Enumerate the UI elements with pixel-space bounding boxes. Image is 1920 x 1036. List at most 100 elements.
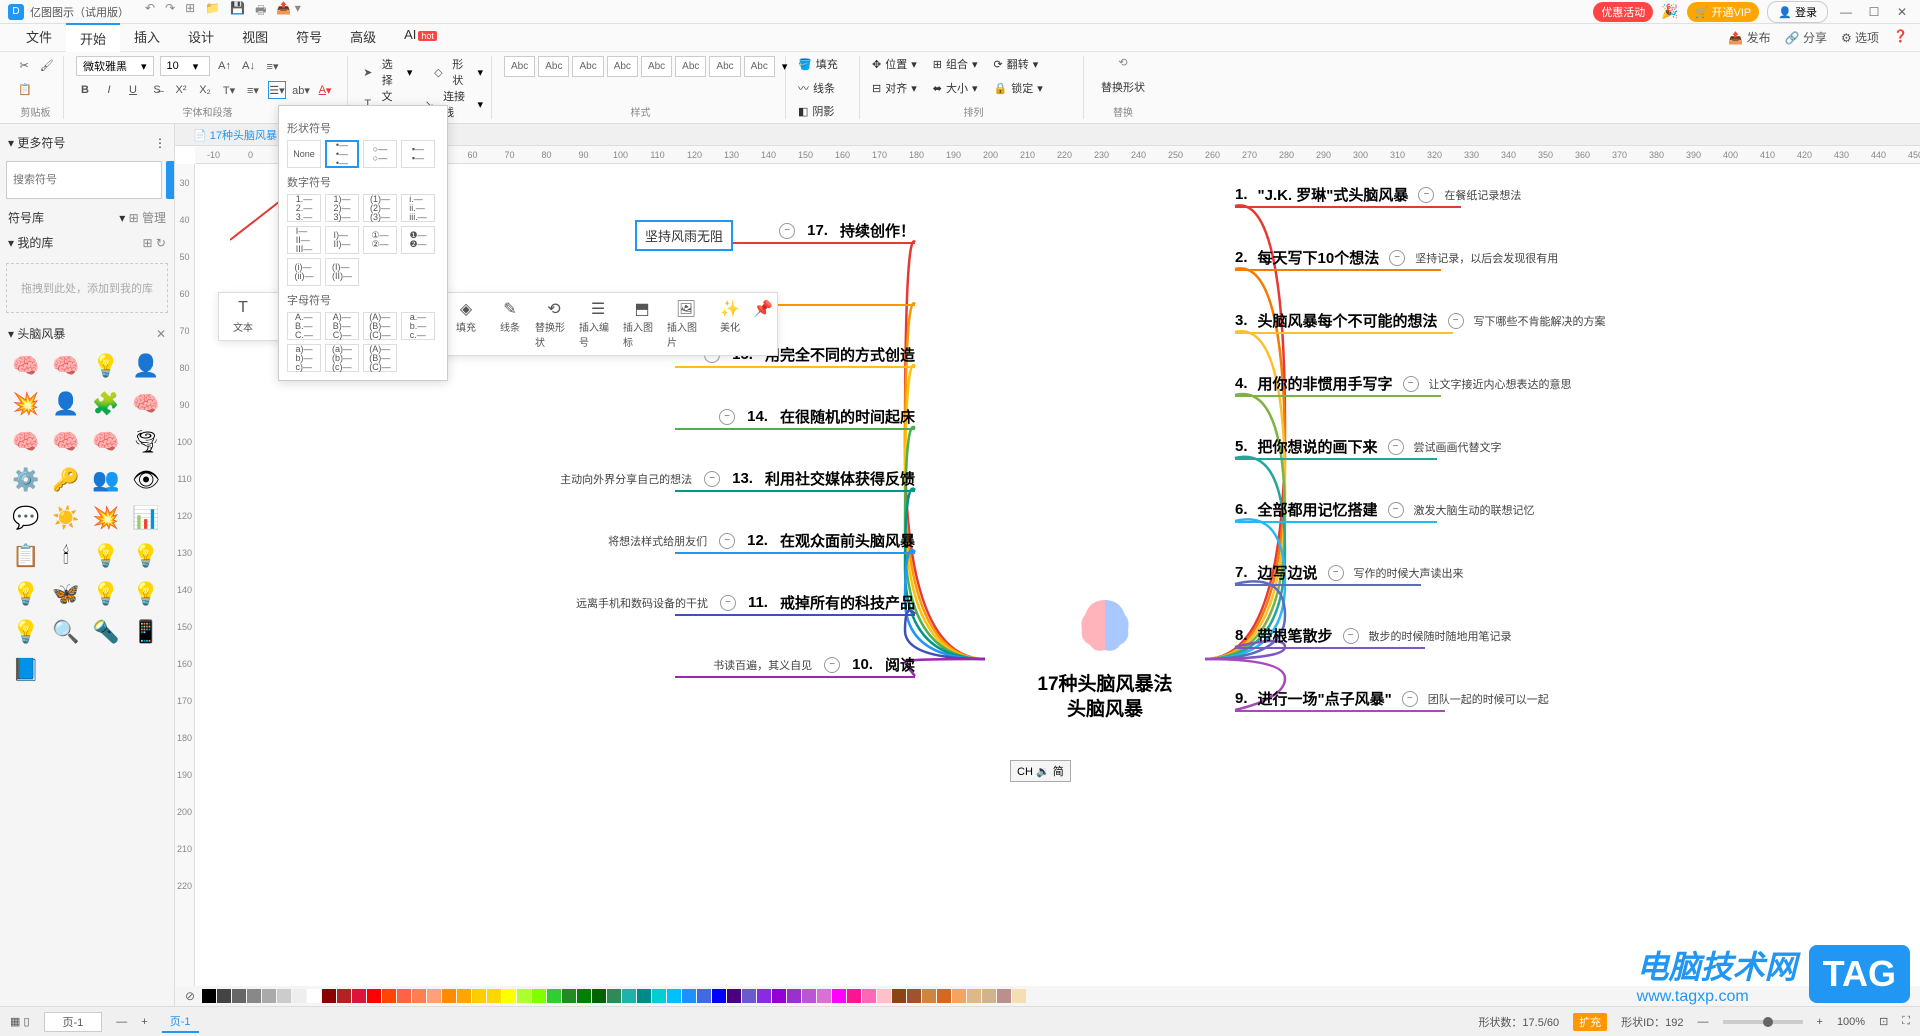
color-swatch[interactable] [352,989,366,1003]
branch-left-17[interactable]: 书读百遍，其义自见 − 10. 阅读 [495,654,915,675]
color-swatch[interactable] [892,989,906,1003]
symbol-item[interactable]: 💡 [130,540,162,572]
superscript-icon[interactable]: X² [172,81,190,99]
vip-button[interactable]: 🛒 开通VIP [1687,2,1759,22]
list-bullet-2[interactable]: ○—○— [363,140,397,168]
color-swatch[interactable] [757,989,771,1003]
float-text[interactable]: T文本 [223,297,263,336]
color-swatch[interactable] [982,989,996,1003]
symbol-item[interactable]: 👤 [50,388,82,420]
copy-icon[interactable]: 📋 [16,80,34,98]
list-let-5[interactable]: a)—b)—c)— [287,344,321,372]
expand-button[interactable]: 扩充 [1573,1013,1607,1031]
more-symbols-label[interactable]: 更多符号 [17,136,65,150]
color-swatch[interactable] [457,989,471,1003]
collapse-icon[interactable]: − [1403,376,1419,392]
color-swatch[interactable] [412,989,426,1003]
list-let-3[interactable]: (A)—(B)—(C)— [363,312,397,340]
color-swatch[interactable] [487,989,501,1003]
float-pin[interactable]: 📌 [753,297,773,351]
color-swatch[interactable] [997,989,1011,1003]
symbol-item[interactable]: 🧠 [10,426,42,458]
list-num-6[interactable]: I)—II)— [325,226,359,254]
menu-开始[interactable]: 开始 [66,23,120,52]
font-size-select[interactable]: 10▾ [160,56,210,76]
branch-right-4[interactable]: 4. 用你的非惯用手写字 − 让文字接近内心想表达的意思 [1235,373,1572,394]
collapse-icon[interactable]: − [824,657,840,673]
float-ins-num[interactable]: ☰插入编号 [577,297,619,351]
branch-right-7[interactable]: 7. 边写边说 − 写作的时候大声读出来 [1235,562,1464,583]
shadow-button[interactable]: ◧ 阴影 [798,103,851,119]
symbol-item[interactable]: 🧠 [90,426,122,458]
new-icon[interactable]: ⊞ [185,1,195,22]
spacing-icon[interactable]: ≡▾ [244,81,262,99]
color-swatch[interactable] [337,989,351,1003]
symbol-item[interactable]: 📘 [10,654,42,686]
collapse-icon[interactable]: − [1402,691,1418,707]
canvas[interactable]: 17种头脑风暴法头脑风暴 1. "J.K. 罗琳"式头脑风暴 − 在餐纸记录想法… [195,164,1920,986]
float-ins-icon[interactable]: ⬒插入图标 [621,297,663,351]
symbol-item[interactable]: 👥 [90,464,122,496]
list-num-7[interactable]: ①—②— [363,226,397,254]
collapse-icon[interactable]: − [779,223,795,239]
category-close-icon[interactable]: ✕ [156,327,166,341]
list-num-8[interactable]: ❶—❷— [401,226,435,254]
zoom-slider[interactable] [1723,1020,1803,1024]
color-swatch[interactable] [637,989,651,1003]
symbol-item[interactable]: 💡 [90,540,122,572]
case-icon[interactable]: T▾ [220,81,238,99]
rotate-button[interactable]: ⟳ 翻转▾ [994,56,1039,72]
color-swatch[interactable] [622,989,636,1003]
branch-left-14[interactable]: 主动向外界分享自己的想法 − 13. 利用社交媒体获得反馈 [495,468,915,489]
collapse-icon[interactable]: − [719,533,735,549]
gift-icon[interactable]: 🎉 [1661,3,1678,20]
float-fill[interactable]: ◈填充 [445,297,487,351]
color-swatch[interactable] [367,989,381,1003]
color-swatch[interactable] [502,989,516,1003]
list-bullet-3[interactable]: ▪—▪— [401,140,435,168]
color-swatch[interactable] [652,989,666,1003]
list-let-7[interactable]: (A)—(B)—(C)— [363,344,397,372]
collapse-icon[interactable]: − [1343,628,1359,644]
symbol-item[interactable]: 💡 [130,578,162,610]
fit-icon[interactable]: ⊡ [1879,1015,1888,1028]
color-swatch[interactable] [772,989,786,1003]
color-swatch[interactable] [832,989,846,1003]
style-preset[interactable]: Abc [538,56,569,77]
branch-left-15[interactable]: 将想法样式给朋友们 − 12. 在观众面前头脑风暴 [495,530,915,551]
font-grow-icon[interactable]: A↑ [216,57,234,75]
color-swatch[interactable] [592,989,606,1003]
symbol-item[interactable]: 📊 [130,502,162,534]
menu-插入[interactable]: 插入 [120,23,174,52]
symbol-item[interactable]: 💡 [90,350,122,382]
lock-button[interactable]: 🔒 锁定▾ [994,80,1043,96]
style-preset[interactable]: Abc [572,56,603,77]
color-swatch[interactable] [697,989,711,1003]
symbol-item[interactable]: 🧠 [50,426,82,458]
symbol-item[interactable]: 💡 [90,578,122,610]
my-lib-label[interactable]: 我的库 [17,236,53,250]
color-swatch[interactable] [907,989,921,1003]
menu-设计[interactable]: 设计 [174,23,228,52]
group-button[interactable]: ⊞ 组合▾ [933,56,978,72]
branch-left-16[interactable]: 远离手机和数码设备的干扰 − 11. 戒掉所有的科技产品 [495,592,915,613]
minimize-icon[interactable]: — [1836,5,1856,19]
underline-icon[interactable]: U [124,81,142,99]
login-button[interactable]: 👤 登录 [1767,1,1828,23]
collapse-icon[interactable]: − [1418,187,1434,203]
branch-right-8[interactable]: 8. 带根笔散步 − 散步的时候随时随地用笔记录 [1235,625,1512,646]
font-name-select[interactable]: 微软雅黑▾ [76,56,154,76]
menu-right-item[interactable]: ⚙ 选项 [1841,29,1879,46]
page-prev-icon[interactable]: — [116,1016,127,1028]
fullscreen-icon[interactable]: ⛶ [1902,1015,1910,1028]
symbol-item[interactable]: 🌪 [130,426,162,458]
lib-actions[interactable]: ⊞ ↻ [143,236,166,250]
symbol-item[interactable]: 🧠 [130,388,162,420]
list-num-9[interactable]: (i)—(ii)— [287,258,321,286]
palette-none-icon[interactable]: ⊘ [185,989,195,1003]
fill-button[interactable]: 🪣 填充 [798,56,851,72]
branch-right-9[interactable]: 9. 进行一场"点子风暴" − 团队一起的时候可以一起 [1235,688,1549,709]
menu-right-item[interactable]: 🔗 分享 [1785,29,1827,46]
color-swatch[interactable] [292,989,306,1003]
list-num-4[interactable]: i.—ii.—iii.— [401,194,435,222]
